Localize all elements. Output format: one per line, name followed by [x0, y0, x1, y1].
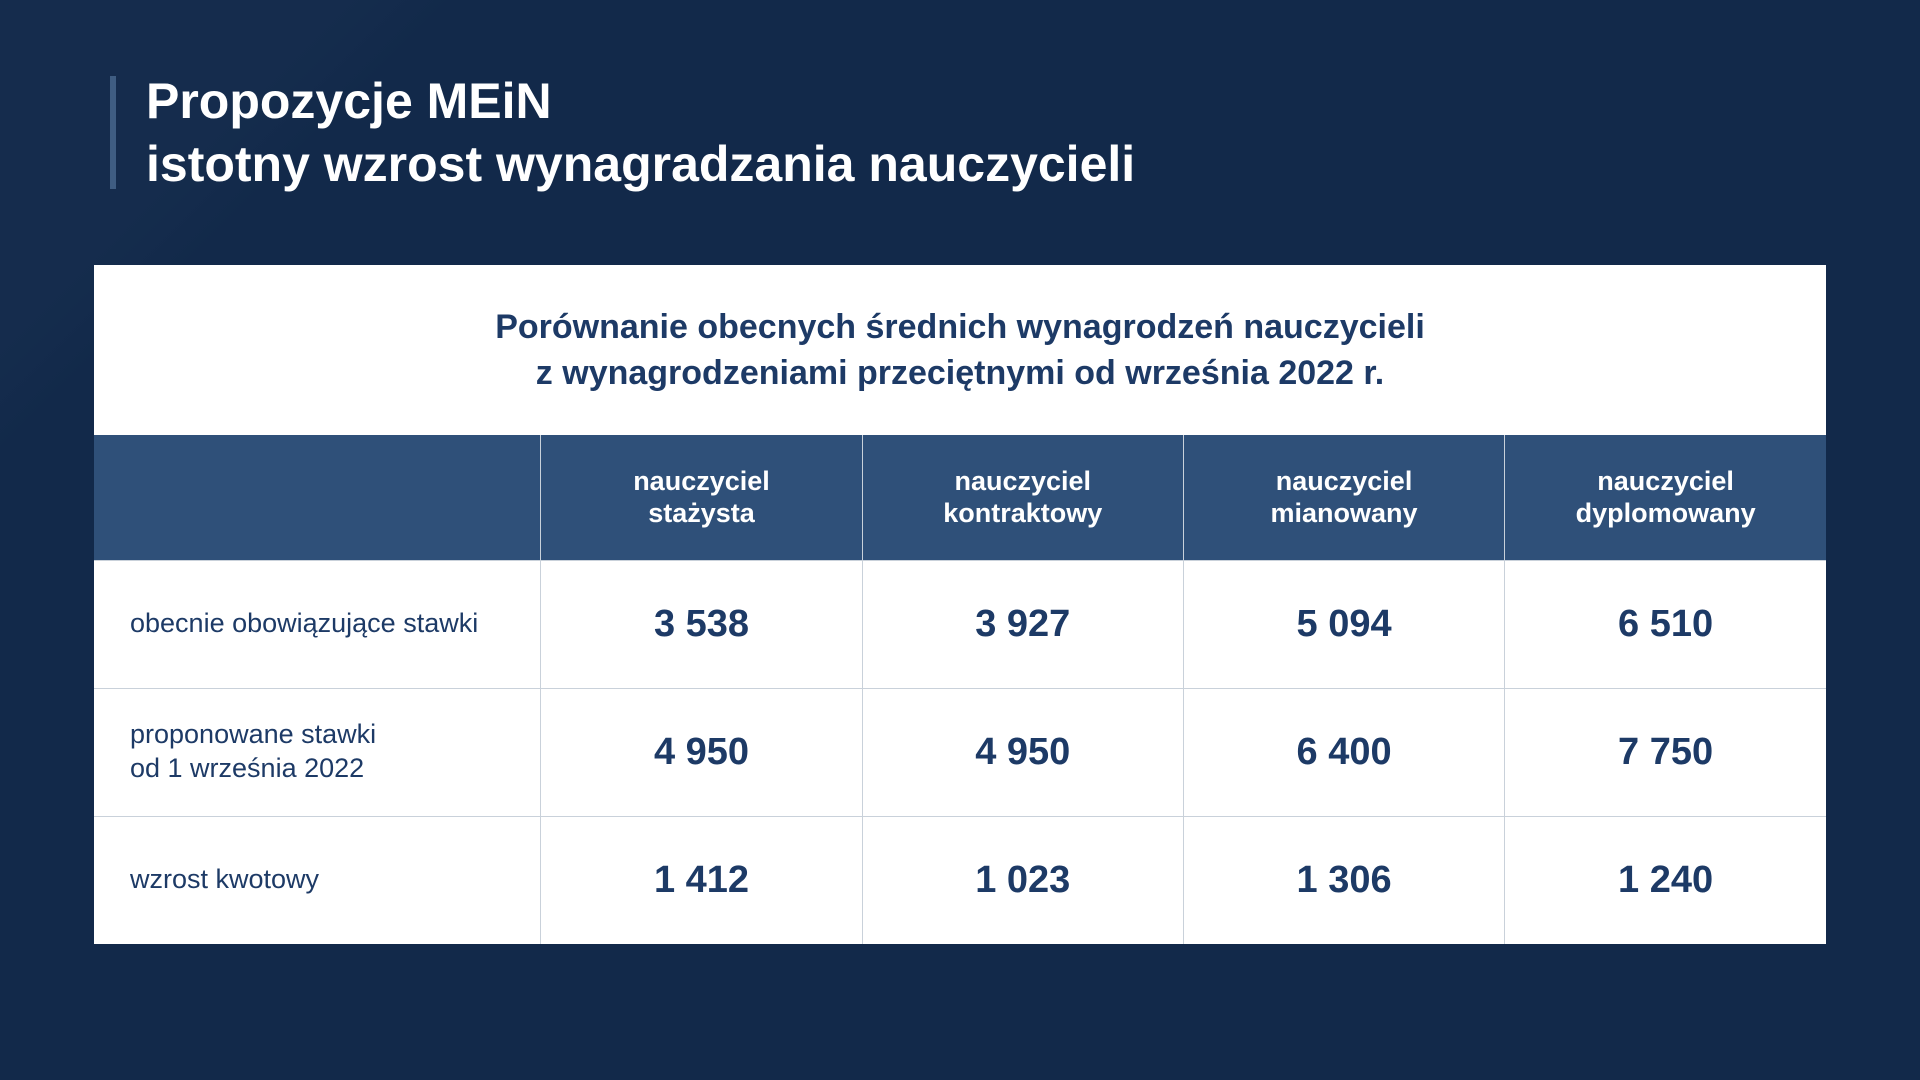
- table-row: obecnie obowiązujące stawki 3 538 3 927 …: [94, 560, 1826, 688]
- row-2-label: wzrost kwotowy: [94, 816, 541, 944]
- row-2-val-0: 1 412: [541, 816, 862, 944]
- header-col-2: nauczyciel kontraktowy: [862, 435, 1183, 560]
- row-0-val-0: 3 538: [541, 560, 862, 688]
- header-col-4-l2: dyplomowany: [1576, 498, 1756, 528]
- slide: Propozycje MEiN istotny wzrost wynagradz…: [0, 0, 1920, 1080]
- slide-title-line2: istotny wzrost wynagradzania nauczycieli: [146, 136, 1135, 192]
- table-row: wzrost kwotowy 1 412 1 023 1 306 1 240: [94, 816, 1826, 944]
- card-title-line2: z wynagrodzeniami przeciętnymi od wrześn…: [536, 354, 1384, 392]
- card-title-line1: Porównanie obecnych średnich wynagrodzeń…: [495, 308, 1425, 346]
- card-title: Porównanie obecnych średnich wynagrodzeń…: [94, 265, 1826, 435]
- row-2-label-l1: wzrost kwotowy: [130, 864, 319, 894]
- row-0-label-l1: obecnie obowiązujące stawki: [130, 608, 478, 638]
- table-header-row: nauczyciel stażysta nauczyciel kontrakto…: [94, 435, 1826, 560]
- table-card: Porównanie obecnych średnich wynagrodzeń…: [94, 265, 1826, 944]
- header-col-4: nauczyciel dyplomowany: [1505, 435, 1826, 560]
- header-empty: [94, 435, 541, 560]
- row-2-val-1: 1 023: [862, 816, 1183, 944]
- row-1-label-l1: proponowane stawki: [130, 719, 376, 749]
- slide-title-line1: Propozycje MEiN: [146, 73, 552, 129]
- header-col-1: nauczyciel stażysta: [541, 435, 862, 560]
- row-1-label: proponowane stawki od 1 września 2022: [94, 688, 541, 816]
- row-0-val-3: 6 510: [1505, 560, 1826, 688]
- table-row: proponowane stawki od 1 września 2022 4 …: [94, 688, 1826, 816]
- header-col-2-l1: nauczyciel: [954, 466, 1091, 496]
- row-1-val-1: 4 950: [862, 688, 1183, 816]
- header-col-3-l2: mianowany: [1271, 498, 1418, 528]
- row-1-label-l2: od 1 września 2022: [130, 753, 364, 783]
- row-0-label: obecnie obowiązujące stawki: [94, 560, 541, 688]
- row-1-val-3: 7 750: [1505, 688, 1826, 816]
- row-0-val-1: 3 927: [862, 560, 1183, 688]
- slide-title: Propozycje MEiN istotny wzrost wynagradz…: [146, 70, 1135, 195]
- header-col-1-l1: nauczyciel: [633, 466, 770, 496]
- salary-table: nauczyciel stażysta nauczyciel kontrakto…: [94, 435, 1826, 944]
- header-col-1-l2: stażysta: [648, 498, 755, 528]
- title-accent-bar: [110, 76, 116, 189]
- row-0-val-2: 5 094: [1183, 560, 1504, 688]
- header-col-2-l2: kontraktowy: [943, 498, 1102, 528]
- header-col-3-l1: nauczyciel: [1276, 466, 1413, 496]
- title-block: Propozycje MEiN istotny wzrost wynagradz…: [110, 70, 1830, 195]
- row-1-val-2: 6 400: [1183, 688, 1504, 816]
- header-col-3: nauczyciel mianowany: [1183, 435, 1504, 560]
- row-1-val-0: 4 950: [541, 688, 862, 816]
- row-2-val-3: 1 240: [1505, 816, 1826, 944]
- header-col-4-l1: nauczyciel: [1597, 466, 1734, 496]
- row-2-val-2: 1 306: [1183, 816, 1504, 944]
